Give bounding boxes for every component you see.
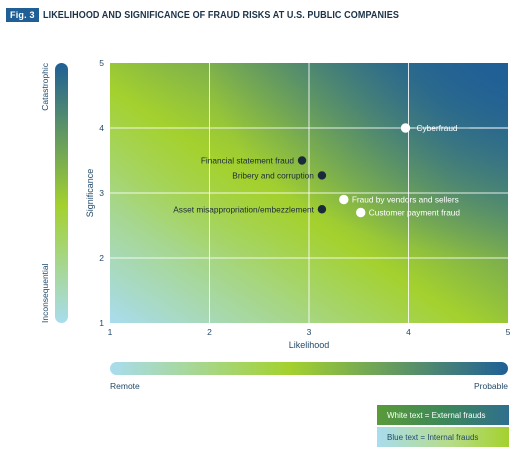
x-tick-label: 1 (108, 327, 113, 337)
point-label-fraud-by-vendors-and-sellers: Fraud by vendors and sellers (352, 195, 459, 205)
chart-header: Fig. 3 LIKELIHOOD AND SIGNIFICANCE OF FR… (6, 8, 457, 22)
y-axis-label: Significance (85, 169, 95, 218)
plot-area (110, 63, 508, 323)
x-axis-label: Likelihood (289, 340, 330, 350)
y-tick-label: 5 (99, 58, 104, 68)
y-tick-label: 4 (99, 123, 104, 133)
chart-title: LIKELIHOOD AND SIGNIFICANCE OF FRAUD RIS… (42, 9, 399, 21)
legend-external-frauds: White text = External frauds (377, 405, 509, 425)
y-scale-high-label: Catastrophic (40, 62, 50, 110)
y-scale-low-label: Inconsequential (40, 263, 50, 323)
point-fraud-by-vendors-and-sellers (339, 194, 349, 205)
point-cyberfraud (400, 123, 411, 133)
x-scale-low-label: Remote (110, 381, 140, 391)
point-asset-misappropriation-embezzlement (317, 205, 327, 214)
data-points (297, 123, 411, 218)
x-scale-high-label: Probable (474, 381, 508, 391)
y-tick-label: 1 (99, 318, 104, 328)
figure-badge: Fig. 3 (6, 8, 39, 22)
x-tick-label: 3 (307, 327, 312, 337)
point-bribery-and-corruption (317, 171, 327, 180)
y-tick-label: 3 (99, 188, 104, 198)
significance-scale-bar (55, 63, 68, 323)
y-tick-label: 2 (99, 253, 104, 263)
point-labels: Cyberfraud Fraud by vendors and sellers Cu… (173, 123, 460, 218)
x-tick-label: 5 (506, 327, 511, 337)
tick-labels: 1 2 3 4 5 1 2 3 4 5 (99, 58, 510, 337)
legend-internal-frauds: Blue text = Internal frauds (377, 427, 509, 447)
point-financial-statement-fraud (297, 156, 307, 165)
point-label-customer-payment-fraud: Customer payment fraud (369, 208, 461, 218)
x-tick-label: 2 (207, 327, 212, 337)
point-label-bribery-and-corruption: Bribery and corruption (232, 170, 314, 180)
point-label-cyberfraud: Cyberfraud (417, 123, 458, 133)
point-label-asset-misappropriation-embezzlement: Asset misappropriation/embezzlement (173, 204, 314, 214)
point-label-financial-statement-fraud: Financial statement fraud (201, 156, 295, 166)
grid-lines (110, 63, 508, 323)
point-customer-payment-fraud (356, 207, 366, 218)
x-tick-label: 4 (406, 327, 411, 337)
likelihood-scale-bar (110, 362, 508, 375)
